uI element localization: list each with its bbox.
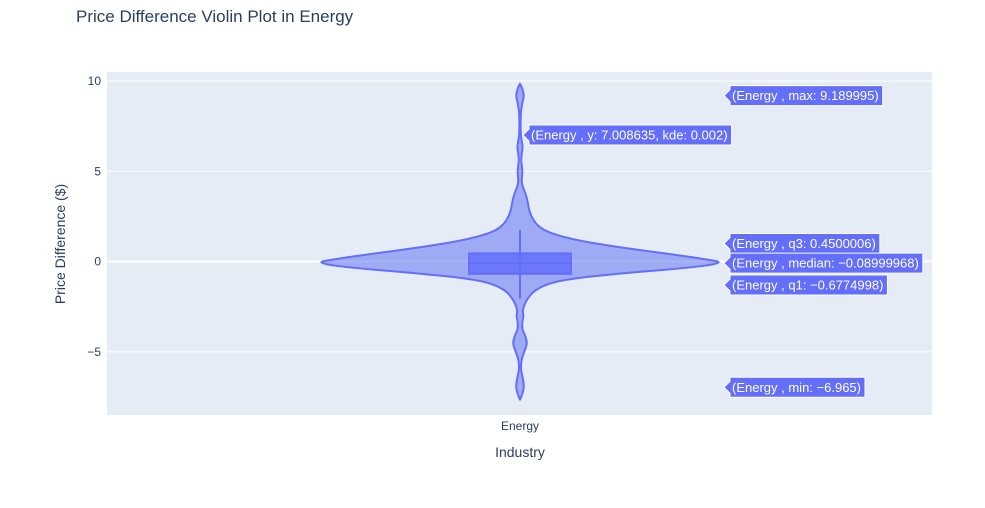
- hover-label-text: (Energy , q1: −0.6774998): [732, 278, 883, 293]
- hover-label-min: (Energy , min: −6.965): [723, 376, 866, 398]
- y-tick-labels: 10 5 0 −5: [87, 74, 101, 359]
- x-tick-labels: Energy: [501, 419, 539, 433]
- y-tick-label: −5: [87, 345, 101, 359]
- hover-label-kde: (Energy , y: 7.008635, kde: 0.002): [522, 124, 733, 146]
- hover-label-box: [522, 124, 733, 146]
- violin-trace[interactable]: [320, 82, 720, 401]
- hover-label-text: (Energy , y: 7.008635, kde: 0.002): [531, 128, 728, 143]
- hover-label-q3: (Energy , q3: 0.4500006): [723, 233, 881, 254]
- hover-label-box: [723, 233, 881, 254]
- hover-label-box: [723, 274, 888, 296]
- hover-label-q1: (Energy , q1: −0.6774998): [723, 274, 888, 296]
- hover-label-text: (Energy , min: −6.965): [732, 380, 861, 395]
- hover-label-box: [723, 252, 924, 274]
- x-axis-title: Industry: [495, 444, 545, 460]
- hover-label-text: (Energy , q3: 0.4500006): [732, 236, 876, 251]
- hover-label-box: [723, 376, 866, 398]
- x-tick-label: Energy: [501, 419, 539, 433]
- chart-title: Price Difference Violin Plot in Energy: [76, 7, 354, 26]
- y-tick-label: 0: [94, 255, 101, 269]
- hover-label-max: (Energy , max: 9.189995): [723, 85, 884, 107]
- y-axis-title: Price Difference ($): [52, 184, 68, 304]
- hover-label-text: (Energy , max: 9.189995): [732, 88, 879, 103]
- y-tick-label: 5: [94, 164, 101, 178]
- hover-label-box: [723, 85, 884, 107]
- y-tick-label: 10: [88, 74, 102, 88]
- hover-label-text: (Energy , median: −0.08999968): [732, 256, 919, 271]
- hover-labels: (Energy , max: 9.189995) (Energy , y: 7.0…: [522, 85, 924, 398]
- hover-label-median: (Energy , median: −0.08999968): [723, 252, 924, 274]
